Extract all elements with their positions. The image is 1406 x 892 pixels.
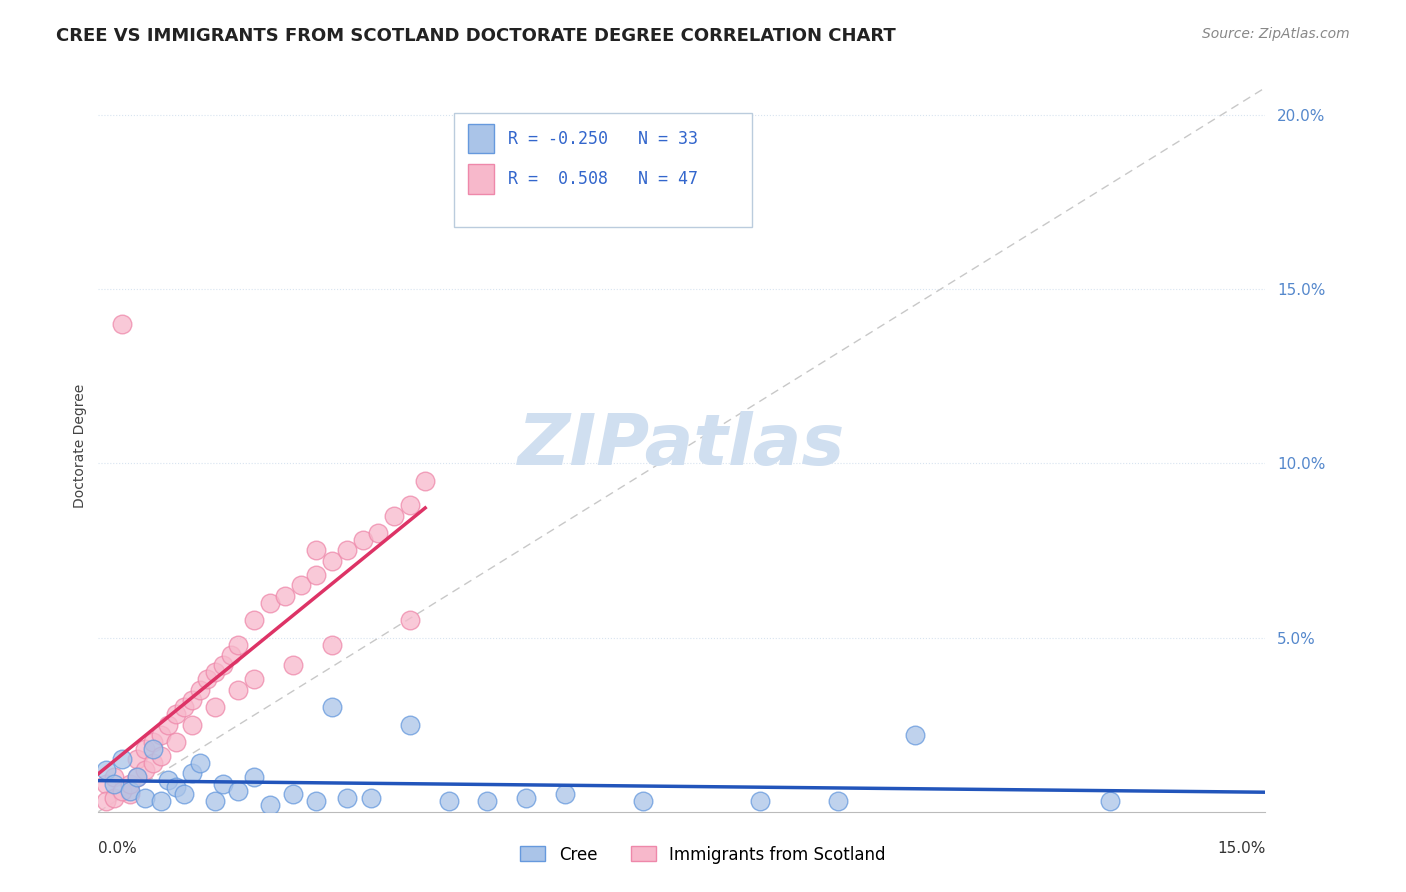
Point <box>398 717 420 731</box>
Point <box>336 790 359 805</box>
Y-axis label: Doctorate Degree: Doctorate Degree <box>73 384 87 508</box>
Point <box>352 533 374 547</box>
Point <box>157 717 180 731</box>
Point <box>212 658 235 673</box>
Point <box>142 756 165 770</box>
Point <box>904 728 927 742</box>
Point <box>96 777 118 791</box>
Point <box>149 728 172 742</box>
Point <box>96 763 118 777</box>
Point <box>157 773 180 788</box>
Point <box>382 508 405 523</box>
Point <box>111 784 134 798</box>
Point <box>360 790 382 805</box>
Point <box>398 613 420 627</box>
Point <box>437 794 460 808</box>
Point <box>827 794 849 808</box>
Point <box>243 673 266 687</box>
Point <box>259 797 281 812</box>
Point <box>165 735 187 749</box>
Point <box>321 554 343 568</box>
Point <box>134 790 156 805</box>
Point <box>554 787 576 801</box>
Point <box>180 717 202 731</box>
Point <box>188 682 211 697</box>
Text: 15.0%: 15.0% <box>1218 841 1265 856</box>
Point <box>118 787 141 801</box>
Bar <box>468 124 494 153</box>
Point <box>281 658 304 673</box>
Point <box>149 794 172 808</box>
Point <box>305 543 328 558</box>
Point <box>96 794 118 808</box>
Point <box>142 735 165 749</box>
Point <box>111 317 134 331</box>
Point <box>515 790 537 805</box>
Point <box>204 794 226 808</box>
Text: Source: ZipAtlas.com: Source: ZipAtlas.com <box>1202 27 1350 41</box>
Point <box>173 787 195 801</box>
Point <box>243 613 266 627</box>
Point <box>305 794 328 808</box>
Point <box>127 752 149 766</box>
Point <box>305 567 328 582</box>
Point <box>180 766 202 780</box>
Point <box>180 693 202 707</box>
Point <box>188 756 211 770</box>
Point <box>259 596 281 610</box>
Point <box>173 700 195 714</box>
Point <box>165 780 187 795</box>
Point <box>103 790 125 805</box>
Point <box>134 763 156 777</box>
Point <box>111 752 134 766</box>
Point <box>142 742 165 756</box>
Point <box>118 784 141 798</box>
Text: R =  0.508   N = 47: R = 0.508 N = 47 <box>508 170 697 188</box>
Point <box>118 777 141 791</box>
Point <box>274 589 297 603</box>
Point <box>134 742 156 756</box>
Point <box>321 700 343 714</box>
Text: R = -0.250   N = 33: R = -0.250 N = 33 <box>508 130 697 148</box>
Bar <box>468 164 494 194</box>
Point <box>477 794 499 808</box>
Legend: Cree, Immigrants from Scotland: Cree, Immigrants from Scotland <box>513 839 893 871</box>
Point <box>281 787 304 801</box>
Point <box>748 794 770 808</box>
Point <box>127 770 149 784</box>
Text: 0.0%: 0.0% <box>98 841 138 856</box>
Point <box>367 526 389 541</box>
Point <box>290 578 312 592</box>
Point <box>212 777 235 791</box>
Point <box>413 474 436 488</box>
Point <box>103 777 125 791</box>
Point <box>398 498 420 512</box>
Text: ZIPatlas: ZIPatlas <box>519 411 845 481</box>
Point <box>127 770 149 784</box>
Point <box>165 707 187 722</box>
Point <box>103 770 125 784</box>
Point <box>243 770 266 784</box>
Point <box>228 784 250 798</box>
Point <box>631 794 654 808</box>
Point <box>195 673 218 687</box>
Point <box>204 665 226 680</box>
Point <box>228 682 250 697</box>
Text: CREE VS IMMIGRANTS FROM SCOTLAND DOCTORATE DEGREE CORRELATION CHART: CREE VS IMMIGRANTS FROM SCOTLAND DOCTORA… <box>56 27 896 45</box>
Point <box>149 749 172 764</box>
FancyBboxPatch shape <box>454 113 752 227</box>
Point <box>219 648 242 662</box>
Point <box>321 638 343 652</box>
Point <box>1098 794 1121 808</box>
Point <box>204 700 226 714</box>
Point <box>336 543 359 558</box>
Point <box>228 638 250 652</box>
